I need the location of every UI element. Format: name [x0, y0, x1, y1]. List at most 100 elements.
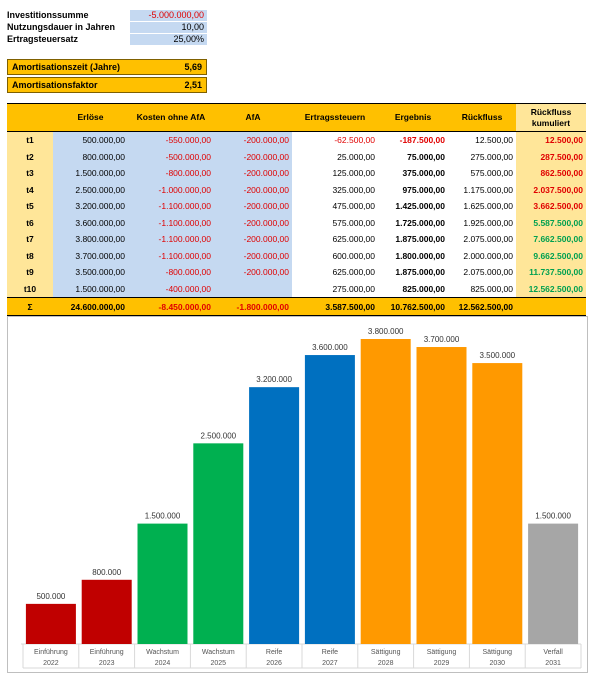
- cell-steuern[interactable]: 475.000,00: [332, 201, 375, 212]
- cell-kosten[interactable]: -1.100.000,00: [128, 198, 214, 215]
- cell-kumuliert[interactable]: 11.737.500,00: [516, 264, 586, 281]
- cell-erloese[interactable]: 2.500.000,00: [53, 181, 128, 198]
- category-year-label: 2028: [378, 660, 394, 667]
- cell-erloese[interactable]: 800.000,00: [53, 148, 128, 165]
- cell-ergebnis[interactable]: 975.000,00: [402, 184, 445, 195]
- cell-ergebnis[interactable]: 1.800.000,00: [395, 250, 445, 261]
- cell-kumuliert[interactable]: 9.662.500,00: [516, 247, 586, 264]
- cell-ergebnis[interactable]: 1.425.000,00: [395, 201, 445, 212]
- cell-erloese[interactable]: 24.600.000,00: [53, 297, 128, 316]
- cell-rueckfluss[interactable]: 1.625.000,00: [463, 201, 513, 212]
- header-ergebnis: Ergebnis: [378, 103, 448, 132]
- cell-afa[interactable]: -200.000,00: [214, 165, 292, 182]
- cell-rueckfluss[interactable]: 1.175.000,00: [463, 184, 513, 195]
- cell-ergebnis[interactable]: 10.762.500,00: [378, 297, 448, 316]
- cell-ergebnis[interactable]: 1.725.000,00: [395, 217, 445, 228]
- cell-ergebnis[interactable]: 375.000,00: [402, 168, 445, 179]
- cell-steuern[interactable]: -62.500,00: [334, 135, 375, 146]
- cell-rueckfluss[interactable]: 1.925.000,00: [463, 217, 513, 228]
- bar-value-label: 3.500.000: [480, 351, 516, 360]
- cell-kosten[interactable]: -8.450.000,00: [128, 297, 214, 316]
- cell-afa[interactable]: -200.000,00: [214, 247, 292, 264]
- cell-ergebnis[interactable]: -187.500,00: [399, 135, 445, 146]
- cell-rueckfluss[interactable]: 12.500,00: [475, 135, 513, 146]
- row-period-label: t7: [7, 231, 53, 248]
- amortisationszeit-value: 5,69: [184, 62, 202, 72]
- cell-kosten[interactable]: -800.000,00: [128, 264, 214, 281]
- cell-rueckfluss[interactable]: 2.075.000,00: [463, 234, 513, 245]
- cell-steuern[interactable]: 3.587.500,00: [292, 297, 378, 316]
- bar-2025: [193, 443, 244, 644]
- cell-kosten[interactable]: -1.000.000,00: [128, 181, 214, 198]
- cell-afa[interactable]: -200.000,00: [214, 264, 292, 281]
- category-phase-label: Reife: [322, 649, 338, 656]
- category-year-label: 2023: [99, 660, 115, 667]
- cell-kumuliert[interactable]: [516, 297, 586, 316]
- header-period: [7, 103, 53, 132]
- cell-kumuliert[interactable]: 287.500,00: [516, 148, 586, 165]
- cell-kumuliert[interactable]: 12.500,00: [516, 131, 586, 149]
- cell-erloese[interactable]: 3.800.000,00: [53, 231, 128, 248]
- cell-ergebnis[interactable]: 75.000,00: [407, 151, 445, 162]
- cell-kosten[interactable]: -400.000,00: [128, 280, 214, 298]
- cell-steuern[interactable]: 25.000,00: [337, 151, 375, 162]
- cell-rueckfluss[interactable]: 2.000.000,00: [463, 250, 513, 261]
- cell-kosten[interactable]: -550.000,00: [128, 131, 214, 149]
- bar-value-label: 1.500.000: [535, 512, 571, 521]
- cell-ergebnis[interactable]: 1.875.000,00: [395, 267, 445, 278]
- cell-erloese[interactable]: 1.500.000,00: [53, 165, 128, 182]
- param-value-nutzungsdauer[interactable]: 10,00: [130, 22, 207, 33]
- cell-steuern[interactable]: 625.000,00: [332, 267, 375, 278]
- cell-kosten[interactable]: -500.000,00: [128, 148, 214, 165]
- category-year-label: 2022: [43, 660, 59, 667]
- cell-kumuliert[interactable]: 862.500,00: [516, 165, 586, 182]
- cell-kumuliert[interactable]: 2.037.500,00: [516, 181, 586, 198]
- cell-afa[interactable]: -200.000,00: [214, 148, 292, 165]
- category-phase-label: Sättigung: [427, 649, 457, 656]
- param-value-investitionssumme[interactable]: -5.000.000,00: [130, 10, 207, 21]
- cell-kosten[interactable]: -1.100.000,00: [128, 214, 214, 231]
- cell-rueckfluss[interactable]: 275.000,00: [470, 151, 513, 162]
- cell-erloese[interactable]: 3.200.000,00: [53, 198, 128, 215]
- cell-kumuliert[interactable]: 5.587.500,00: [516, 214, 586, 231]
- category-phase-label: Reife: [266, 649, 282, 656]
- cell-rueckfluss[interactable]: 12.562.500,00: [448, 297, 516, 316]
- bar-2031: [528, 523, 579, 644]
- cell-steuern[interactable]: 625.000,00: [332, 234, 375, 245]
- cell-afa[interactable]: [214, 280, 292, 298]
- cell-kumuliert[interactable]: 3.662.500,00: [516, 198, 586, 215]
- cell-steuern[interactable]: 125.000,00: [332, 168, 375, 179]
- cell-steuern[interactable]: 325.000,00: [332, 184, 375, 195]
- cell-rueckfluss[interactable]: 575.000,00: [470, 168, 513, 179]
- cell-afa[interactable]: -1.800.000,00: [214, 297, 292, 316]
- param-label-nutzungsdauer: Nutzungsdauer in Jahren: [7, 22, 116, 32]
- cell-kosten[interactable]: -1.100.000,00: [128, 231, 214, 248]
- cell-kosten[interactable]: -800.000,00: [128, 165, 214, 182]
- cell-kumuliert[interactable]: 7.662.500,00: [516, 231, 586, 248]
- cell-rueckfluss[interactable]: 2.075.000,00: [463, 267, 513, 278]
- cell-erloese[interactable]: 3.500.000,00: [53, 264, 128, 281]
- cell-erloese[interactable]: 3.600.000,00: [53, 214, 128, 231]
- cell-ergebnis[interactable]: 825.000,00: [402, 283, 445, 294]
- cell-ergebnis[interactable]: 1.875.000,00: [395, 234, 445, 245]
- cell-afa[interactable]: -200.000,00: [214, 131, 292, 149]
- cell-erloese[interactable]: 1.500.000,00: [53, 280, 128, 298]
- cell-kosten[interactable]: -1.100.000,00: [128, 247, 214, 264]
- header-rueckfluss-kumuliert: Rückfluss kumuliert: [516, 103, 586, 132]
- cell-afa[interactable]: -200.000,00: [214, 214, 292, 231]
- cell-erloese[interactable]: 3.700.000,00: [53, 247, 128, 264]
- header-ertragssteuern: Ertragssteuern: [292, 103, 378, 132]
- category-year-label: 2024: [155, 660, 171, 667]
- cell-afa[interactable]: -200.000,00: [214, 231, 292, 248]
- cell-rueckfluss[interactable]: 825.000,00: [470, 283, 513, 294]
- cell-afa[interactable]: -200.000,00: [214, 198, 292, 215]
- cell-erloese[interactable]: 500.000,00: [53, 131, 128, 149]
- param-value-ertragsteuersatz[interactable]: 25,00%: [130, 34, 207, 45]
- cell-kumuliert[interactable]: 12.562.500,00: [516, 280, 586, 298]
- table-row: t7 3.800.000,00 -1.100.000,00 -200.000,00 62…: [7, 231, 586, 248]
- bar-2022: [25, 603, 76, 644]
- cell-steuern[interactable]: 575.000,00: [332, 217, 375, 228]
- cell-afa[interactable]: -200.000,00: [214, 181, 292, 198]
- cell-steuern[interactable]: 275.000,00: [332, 283, 375, 294]
- cell-steuern[interactable]: 600.000,00: [332, 250, 375, 261]
